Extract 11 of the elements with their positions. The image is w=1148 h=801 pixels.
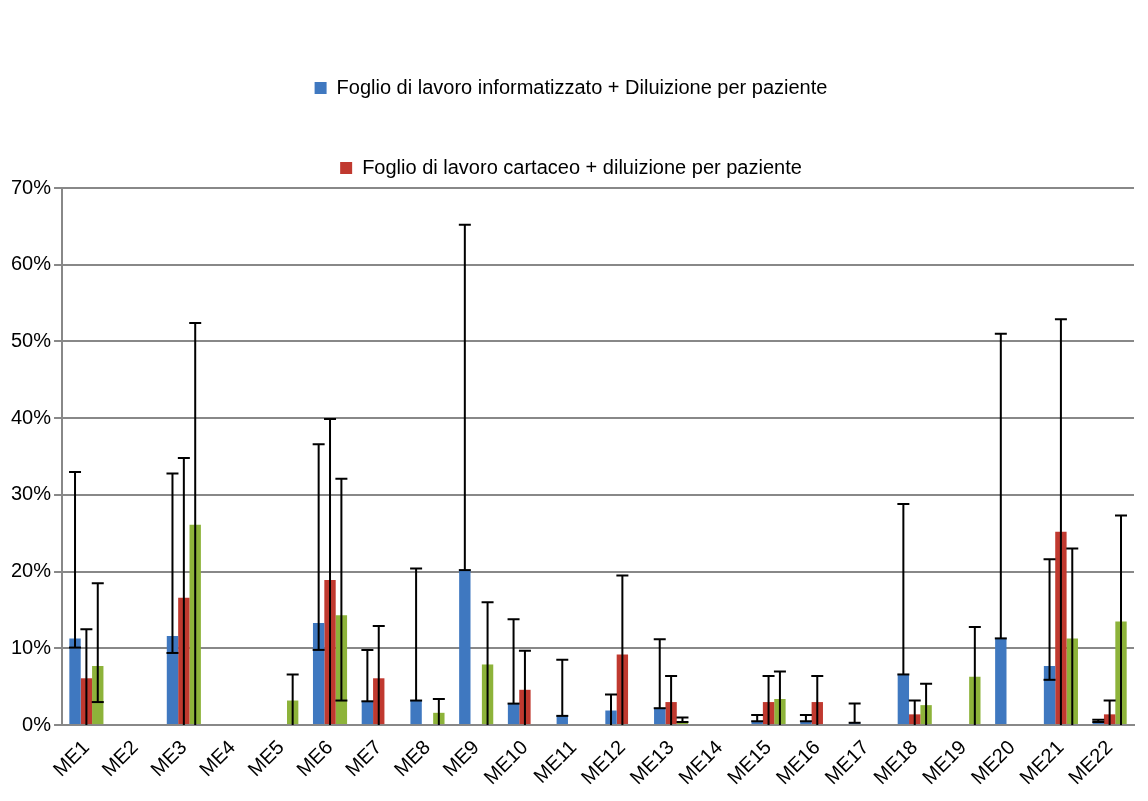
y-tick-label: 70% xyxy=(11,175,52,198)
y-tick-label: 50% xyxy=(11,328,52,351)
y-tick-label: 30% xyxy=(11,482,52,505)
y-tick-label: 40% xyxy=(11,405,52,428)
x-tick-label: ME1 xyxy=(48,735,94,781)
legend-label: Foglio di lavoro informatizzato + Diluizione per paziente xyxy=(336,75,828,98)
y-tick-label: 20% xyxy=(11,559,52,582)
y-tick-label: 0% xyxy=(22,712,52,735)
y-tick-label: 10% xyxy=(11,635,52,658)
legend-label: Foglio di lavoro cartaceo + diluizione per paziente xyxy=(362,155,802,178)
y-tick-label: 60% xyxy=(11,252,52,275)
